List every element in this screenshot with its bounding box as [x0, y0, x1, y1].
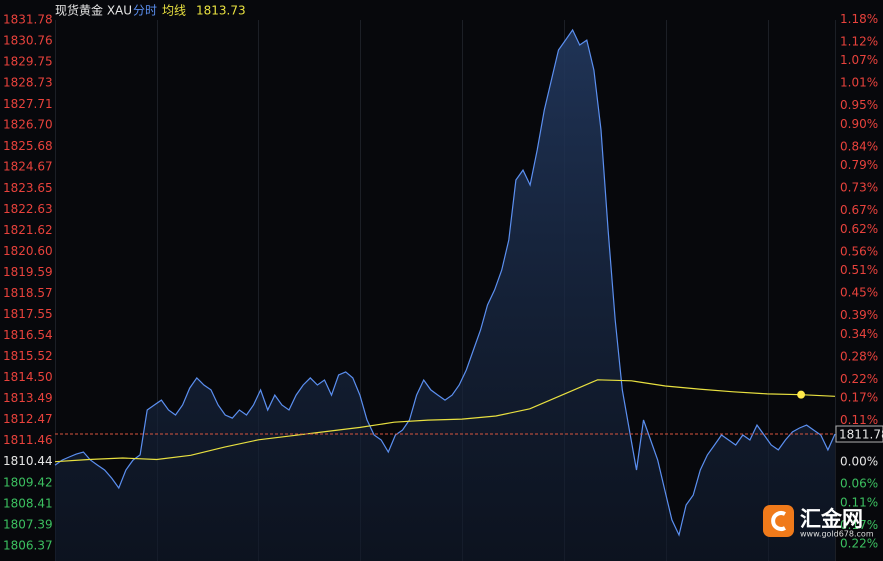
y2-tick-label: 0.56% — [840, 244, 878, 258]
y-tick-label: 1827.71 — [3, 97, 53, 111]
area-fill — [55, 29, 835, 561]
y2-tick-label: 0.17% — [840, 391, 878, 405]
y-tick-label: 1808.41 — [3, 496, 53, 510]
y-tick-label: 1824.67 — [3, 160, 53, 174]
y-tick-label: 1814.50 — [3, 370, 53, 384]
watermark: 汇金网 www.gold678.com — [763, 505, 874, 539]
y-tick-label: 1831.78 — [3, 13, 53, 27]
y-tick-label: 1823.65 — [3, 181, 53, 195]
y-tick-label: 1810.44 — [3, 454, 53, 468]
y2-tick-label: 0.00% — [840, 454, 878, 468]
y2-tick-label: 0.17% — [840, 518, 878, 532]
y2-tick-label: 0.62% — [840, 222, 878, 236]
y-tick-label: 1818.57 — [3, 286, 53, 300]
current-price-label: 1811.78 — [839, 428, 883, 442]
y2-tick-label: 0.28% — [840, 349, 878, 363]
y-tick-label: 1806.37 — [3, 539, 53, 553]
y-tick-label: 1830.76 — [3, 34, 53, 48]
y-tick-label: 1817.55 — [3, 307, 53, 321]
line-legend: 分时 — [133, 4, 157, 18]
y-tick-label: 1811.46 — [3, 433, 53, 447]
y-tick-label: 1815.52 — [3, 349, 53, 363]
y-tick-label: 1809.42 — [3, 475, 53, 489]
y-tick-label: 1821.62 — [3, 223, 53, 237]
y2-tick-label: 0.45% — [840, 286, 878, 300]
y-tick-label: 1812.47 — [3, 412, 53, 426]
y2-tick-label: 0.51% — [840, 263, 878, 277]
y-tick-label: 1820.60 — [3, 244, 53, 258]
watermark-url: www.gold678.com — [800, 530, 874, 539]
y-tick-label: 1813.49 — [3, 391, 53, 405]
y2-tick-label: 0.11% — [840, 413, 878, 427]
y-tick-label: 1825.68 — [3, 139, 53, 153]
price-line — [54, 28, 836, 537]
avg-legend: 均线 — [162, 4, 186, 18]
y2-tick-label: 0.73% — [840, 181, 878, 195]
y-tick-label: 1816.54 — [3, 328, 53, 342]
chart-title: 现货黄金 XAU — [55, 3, 132, 18]
y2-tick-label: 0.90% — [840, 117, 878, 131]
y2-tick-label: 1.07% — [840, 53, 878, 67]
y2-tick-label: 0.39% — [840, 308, 878, 322]
y2-tick-label: 0.34% — [840, 327, 878, 341]
y-tick-label: 1807.39 — [3, 517, 53, 531]
y-tick-label: 1819.59 — [3, 265, 53, 279]
current-price-box — [835, 425, 883, 443]
y2-tick-label: 0.06% — [840, 477, 878, 491]
y-tick-label: 1822.63 — [3, 202, 53, 216]
y2-tick-label: 0.67% — [840, 203, 878, 217]
y-tick-label: 1829.75 — [3, 55, 53, 69]
y2-tick-label: 1.01% — [840, 76, 878, 90]
y2-tick-label: 0.79% — [840, 158, 878, 172]
y-tick-label: 1828.73 — [3, 76, 53, 90]
y2-tick-label: 0.95% — [840, 98, 878, 112]
avg-line — [54, 379, 836, 463]
y2-tick-label: 1.18% — [840, 12, 878, 26]
avg-dot — [797, 390, 806, 399]
avg-value: 1813.73 — [196, 4, 246, 18]
y2-tick-label: 0.22% — [840, 372, 878, 386]
y2-tick-label: 1.12% — [840, 34, 878, 48]
y-tick-label: 1826.70 — [3, 118, 53, 132]
y2-tick-label: 0.84% — [840, 139, 878, 153]
y2-tick-label: 0.11% — [840, 495, 878, 509]
y2-tick-label: 0.22% — [840, 537, 878, 551]
watermark-text: 汇金网 — [800, 507, 863, 531]
